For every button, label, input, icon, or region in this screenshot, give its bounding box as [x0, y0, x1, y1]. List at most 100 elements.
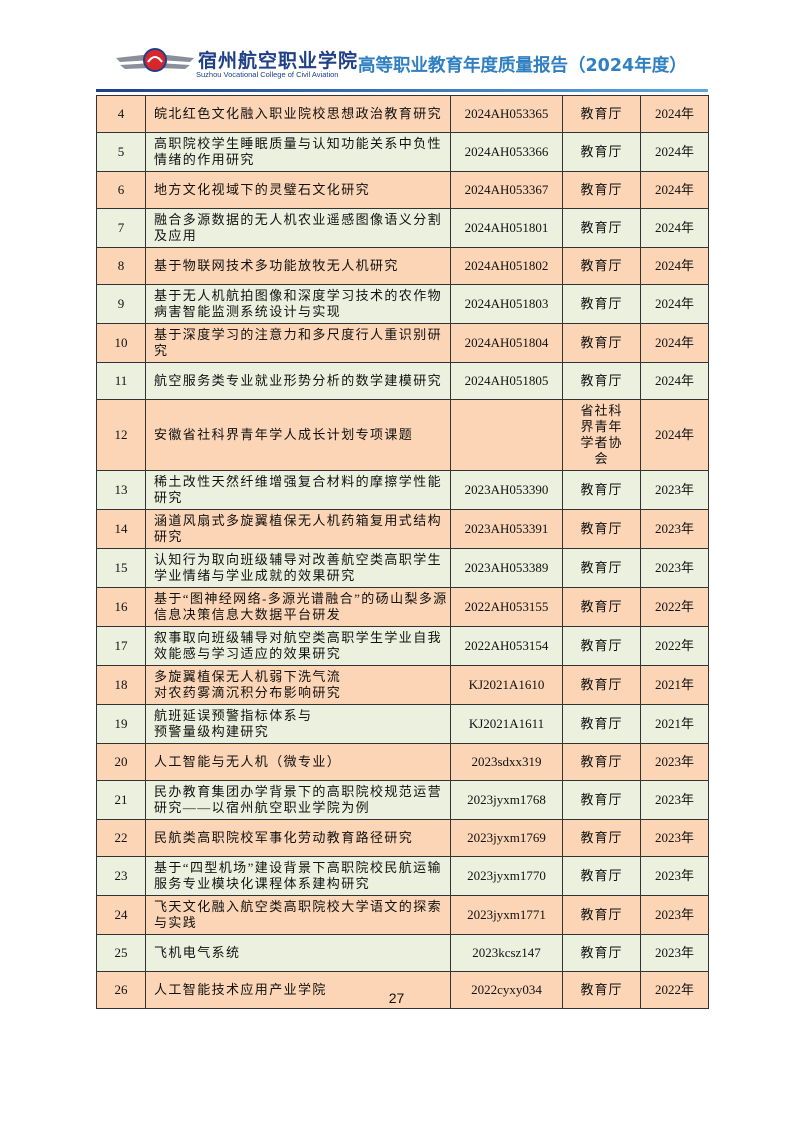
- project-title: 基于“图神经网络-多源光谱融合”的砀山梨多源 信息决策信息大数据平台研发: [145, 587, 451, 627]
- title-line: 研究: [154, 529, 183, 544]
- year: 2024年: [640, 362, 709, 400]
- department: 教育厅: [562, 548, 641, 588]
- title-line: 飞机电气系统: [154, 945, 241, 960]
- project-code: 2024AH053367: [450, 171, 563, 209]
- project-title: 皖北红色文化融入职业院校思想政治教育研究: [145, 95, 451, 133]
- row-number: 10: [96, 323, 146, 363]
- project-code: 2023jyxm1769: [450, 819, 563, 857]
- year: 2023年: [640, 856, 709, 896]
- table-row: 19 航班延误预警指标体系与 预警量级构建研究 KJ2021A1611 教育厅 2021年: [96, 704, 709, 744]
- title-line: 基于物联网技术多功能放牧无人机研究: [154, 258, 399, 273]
- title-line: 多旋翼植保无人机弱下洗气流: [154, 669, 342, 684]
- title-line: 病害智能监测系统设计与实现: [154, 304, 342, 319]
- title-line: 与实践: [154, 915, 198, 930]
- table-row: 22 民航类高职院校军事化劳动教育路径研究 2023jyxm1769 教育厅 2023年: [96, 819, 709, 857]
- header-rule: [96, 89, 708, 92]
- department: 教育厅: [562, 587, 641, 627]
- year: 2024年: [640, 208, 709, 248]
- project-code: 2023AH053389: [450, 548, 563, 588]
- project-title: 飞天文化融入航空类高职院校大学语文的探索 与实践: [145, 895, 451, 935]
- table-row: 11 航空服务类专业就业形势分析的数学建模研究 2024AH051805 教育厅 202…: [96, 362, 709, 400]
- table-row: 5 高职院校学生睡眠质量与认知功能关系中负性 情绪的作用研究 2024AH053366…: [96, 132, 709, 172]
- title-line: 预警量级构建研究: [154, 724, 270, 739]
- title-line: 安徽省社科界青年学人成长计划专项课题: [154, 427, 414, 442]
- year: 2023年: [640, 934, 709, 972]
- title-line: 人工智能技术应用产业学院: [154, 982, 327, 997]
- title-line: 信息决策信息大数据平台研发: [154, 607, 342, 622]
- department: 教育厅: [562, 895, 641, 935]
- department: 教育厅: [562, 132, 641, 172]
- year: 2024年: [640, 399, 709, 471]
- department: 教育厅: [562, 95, 641, 133]
- title-line: 航班延误预警指标体系与: [154, 708, 313, 723]
- department: 教育厅: [562, 856, 641, 896]
- table-row: 23 基于“四型机场”建设背景下高职院校民航运输 服务专业模块化课程体系建构研究 20…: [96, 856, 709, 896]
- title-line: 航空服务类专业就业形势分析的数学建模研究: [154, 373, 443, 388]
- row-number: 9: [96, 284, 146, 324]
- project-title: 基于物联网技术多功能放牧无人机研究: [145, 247, 451, 285]
- title-line: 融合多源数据的无人机农业遥感图像语义分割: [154, 212, 443, 227]
- project-title: 民航类高职院校军事化劳动教育路径研究: [145, 819, 451, 857]
- project-code: 2023AH053390: [450, 470, 563, 510]
- table-row: 9 基于无人机航拍图像和深度学习技术的农作物 病害智能监测系统设计与实现 2024AH…: [96, 284, 709, 324]
- table-row: 10 基于深度学习的注意力和多尺度行人重识别研究 2024AH051804 教育厅 20…: [96, 323, 709, 363]
- project-title: 基于深度学习的注意力和多尺度行人重识别研究: [145, 323, 451, 363]
- department: 教育厅: [562, 208, 641, 248]
- title-line: 及应用: [154, 228, 198, 243]
- department: 教育厅: [562, 470, 641, 510]
- project-code: KJ2021A1611: [450, 704, 563, 744]
- row-number: 8: [96, 247, 146, 285]
- department: 教育厅: [562, 743, 641, 781]
- table-row: 18 多旋翼植保无人机弱下洗气流 对农药雾滴沉积分布影响研究 KJ2021A1610 教…: [96, 665, 709, 705]
- project-code: 2022cyxy034: [450, 971, 563, 1009]
- department: 教育厅: [562, 704, 641, 744]
- title-line: 稀土改性天然纤维增强复合材料的摩擦学性能: [154, 474, 443, 489]
- department: 教育厅: [562, 171, 641, 209]
- row-number: 5: [96, 132, 146, 172]
- department: 教育厅: [562, 934, 641, 972]
- row-number: 17: [96, 626, 146, 666]
- table-row: 7 融合多源数据的无人机农业遥感图像语义分割 及应用 2024AH051801 教育厅 2…: [96, 208, 709, 248]
- row-number: 12: [96, 399, 146, 471]
- title-line: 基于深度学习的注意力和多尺度行人重识别研: [154, 327, 443, 342]
- title-line: 情绪的作用研究: [154, 152, 255, 167]
- project-code: KJ2021A1610: [450, 665, 563, 705]
- row-number: 15: [96, 548, 146, 588]
- title-line: 高职院校学生睡眠质量与认知功能关系中负性: [154, 136, 443, 151]
- project-title: 融合多源数据的无人机农业遥感图像语义分割 及应用: [145, 208, 451, 248]
- year: 2023年: [640, 509, 709, 549]
- year: 2023年: [640, 470, 709, 510]
- year: 2024年: [640, 247, 709, 285]
- title-line: 服务专业模块化课程体系建构研究: [154, 876, 371, 891]
- title-line: 基于“图神经网络-多源光谱融合”的砀山梨多源: [154, 591, 448, 606]
- project-code: 2022AH053154: [450, 626, 563, 666]
- title-line: 涵道风扇式多旋翼植保无人机药箱复用式结构: [154, 513, 443, 528]
- table-row: 20 人工智能与无人机（微专业） 2023sdxx319 教育厅 2023年: [96, 743, 709, 781]
- project-code: 2024AH051804: [450, 323, 563, 363]
- title-line: 地方文化视域下的灵璧石文化研究: [154, 182, 371, 197]
- year: 2021年: [640, 704, 709, 744]
- logo: [116, 48, 194, 72]
- year: 2024年: [640, 171, 709, 209]
- project-title: 基于无人机航拍图像和深度学习技术的农作物 病害智能监测系统设计与实现: [145, 284, 451, 324]
- project-code: 2023sdxx319: [450, 743, 563, 781]
- year: 2023年: [640, 819, 709, 857]
- row-number: 14: [96, 509, 146, 549]
- title-line: 对农药雾滴沉积分布影响研究: [154, 685, 342, 700]
- table-row: 24 飞天文化融入航空类高职院校大学语文的探索 与实践 2023jyxm1771 教育厅…: [96, 895, 709, 935]
- project-code: 2024AH051802: [450, 247, 563, 285]
- title-line: 究: [154, 343, 169, 358]
- table-row: 8 基于物联网技术多功能放牧无人机研究 2024AH051802 教育厅 2024年: [96, 247, 709, 285]
- row-number: 7: [96, 208, 146, 248]
- page-number: 27: [388, 990, 405, 1006]
- title-line: 效能感与学习适应的效果研究: [154, 646, 342, 661]
- title-line: 研究——以宿州航空职业学院为例: [154, 800, 371, 815]
- project-title: 人工智能与无人机（微专业）: [145, 743, 451, 781]
- table-row: 13 稀土改性天然纤维增强复合材料的摩擦学性能 研究 2023AH053390 教育厅 2…: [96, 470, 709, 510]
- year: 2024年: [640, 284, 709, 324]
- row-number: 23: [96, 856, 146, 896]
- table-row: 6 地方文化视域下的灵璧石文化研究 2024AH053367 教育厅 2024年: [96, 171, 709, 209]
- project-code: 2024AH051801: [450, 208, 563, 248]
- project-table: 4 皖北红色文化融入职业院校思想政治教育研究 2024AH053365 教育厅 2024…: [96, 95, 709, 1009]
